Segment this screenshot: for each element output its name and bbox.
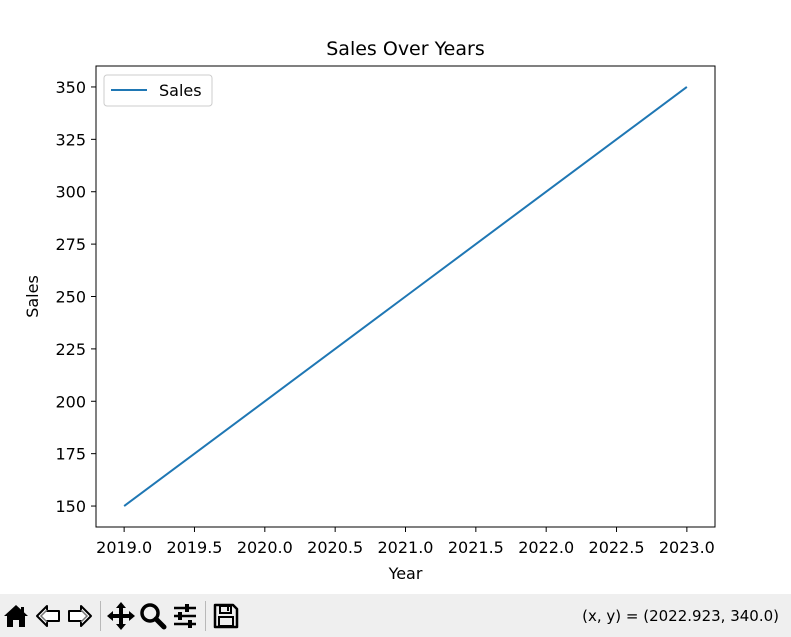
x-axis-label: Year (388, 564, 423, 583)
y-tick-label: 225 (55, 340, 86, 359)
save-button[interactable] (210, 598, 242, 634)
toolbar-separator (205, 600, 206, 631)
configure-subplots-button[interactable] (169, 598, 201, 634)
legend-label-sales: Sales (159, 81, 202, 100)
y-tick-label: 175 (55, 445, 86, 464)
pan-button[interactable] (105, 598, 137, 634)
x-tick-label: 2022.5 (589, 538, 645, 557)
home-icon (4, 604, 28, 627)
x-tick-label: 2020.0 (237, 538, 293, 557)
x-tick-label: 2023.0 (659, 538, 715, 557)
y-tick-label: 350 (55, 78, 86, 97)
y-tick-label: 300 (55, 183, 86, 202)
figure-canvas[interactable]: Sales Over Years 2019.0 2019.5 2020.0 2020.… (0, 0, 791, 594)
chart-title: Sales Over Years (326, 38, 484, 60)
y-tick-label: 150 (55, 497, 86, 516)
configure-subplots-icon (174, 603, 196, 628)
legend: Sales (103, 74, 213, 107)
x-tick-label: 2022.0 (518, 538, 574, 557)
navigation-toolbar: (x, y) = (2022.923, 340.0) (0, 594, 791, 637)
y-tick-label: 275 (55, 235, 86, 254)
x-tick-label: 2019.5 (166, 538, 222, 557)
y-tick-label: 325 (55, 130, 86, 149)
zoom-button[interactable] (137, 598, 169, 634)
zoom-icon (140, 602, 167, 629)
cursor-coordinates: (x, y) = (2022.923, 340.0) (582, 606, 779, 625)
x-tick-label: 2021.0 (378, 538, 434, 557)
series-layer (123, 86, 688, 507)
y-tick-label: 250 (55, 288, 86, 307)
home-button[interactable] (0, 598, 32, 634)
y-tick-label: 200 (55, 392, 86, 411)
back-arrow-icon (36, 604, 60, 627)
x-tick-label: 2019.0 (96, 538, 152, 557)
forward-arrow-icon (68, 604, 92, 627)
back-button[interactable] (32, 598, 64, 634)
save-icon (213, 603, 239, 628)
legend-box (103, 74, 213, 107)
toolbar-separator (100, 600, 101, 631)
pan-icon (107, 601, 135, 630)
x-tick-label: 2020.5 (307, 538, 363, 557)
y-axis: 150 175 200 225 250 275 300 325 350 (55, 78, 96, 516)
series-line-sales (123, 86, 688, 507)
x-axis: 2019.0 2019.5 2020.0 2020.5 2021.0 2021.5 2022… (96, 527, 715, 557)
x-tick-label: 2021.5 (448, 538, 504, 557)
y-axis-label: Sales (23, 275, 42, 318)
line-chart: Sales Over Years 2019.0 2019.5 2020.0 2020.… (23, 38, 716, 583)
forward-button[interactable] (64, 598, 96, 634)
